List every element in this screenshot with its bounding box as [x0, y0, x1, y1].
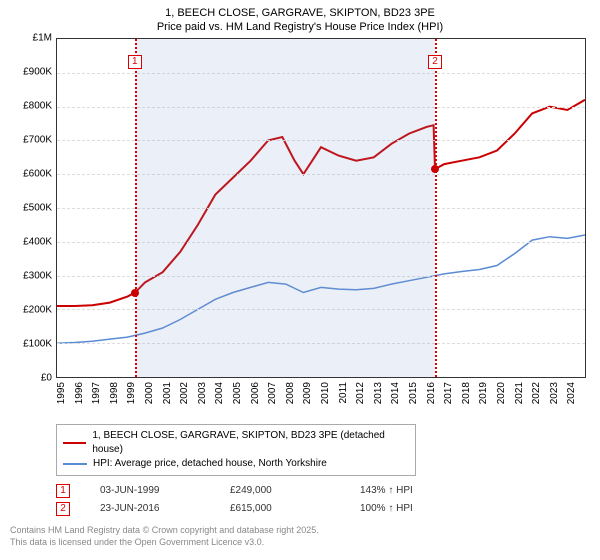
transaction-badge: 2	[56, 502, 70, 516]
x-tick-label: 2021	[514, 382, 525, 404]
x-tick-label: 2012	[355, 382, 366, 404]
x-tick-label: 2014	[390, 382, 401, 404]
transaction-pct: 143% ↑ HPI	[360, 482, 460, 500]
legend-label: 1, BEECH CLOSE, GARGRAVE, SKIPTON, BD23 …	[92, 429, 409, 457]
series-marker	[131, 289, 139, 297]
x-tick-label: 2013	[373, 382, 384, 404]
chart-title-line1: 1, BEECH CLOSE, GARGRAVE, SKIPTON, BD23 …	[10, 6, 590, 20]
legend-item: HPI: Average price, detached house, Nort…	[63, 457, 409, 471]
legend-swatch	[63, 442, 86, 444]
legend-label: HPI: Average price, detached house, Nort…	[93, 457, 327, 471]
y-tick-label: £800K	[23, 101, 52, 112]
x-tick-label: 2000	[144, 382, 155, 404]
y-tick-label: £300K	[23, 271, 52, 282]
y-tick-label: £200K	[23, 305, 52, 316]
transaction-date: 03-JUN-1999	[100, 482, 200, 500]
x-tick-label: 1999	[126, 382, 137, 404]
x-tick-label: 2003	[197, 382, 208, 404]
y-tick-label: £600K	[23, 169, 52, 180]
x-tick-label: 2007	[267, 382, 278, 404]
transaction-marker-label: 2	[428, 55, 442, 69]
x-tick-label: 2011	[338, 382, 349, 404]
chart-title-line2: Price paid vs. HM Land Registry's House …	[10, 20, 590, 34]
x-tick-label: 2020	[496, 382, 507, 404]
transaction-date: 23-JUN-2016	[100, 500, 200, 518]
x-tick-label: 1998	[109, 382, 120, 404]
chart-area: £0 £100K £200K £300K £400K £500K £600K £700K £80…	[10, 38, 590, 418]
x-tick-label: 1996	[74, 382, 85, 404]
y-tick-label: £0	[41, 373, 52, 384]
x-tick-label: 1997	[91, 382, 102, 404]
x-tick-label: 2005	[232, 382, 243, 404]
x-tick-label: 2018	[461, 382, 472, 404]
series-marker	[431, 165, 439, 173]
x-tick-label: 2024	[566, 382, 577, 404]
x-tick-label: 2006	[250, 382, 261, 404]
legend: 1, BEECH CLOSE, GARGRAVE, SKIPTON, BD23 …	[56, 424, 416, 476]
transaction-badge: 1	[56, 484, 70, 498]
transaction-marker-line	[135, 39, 137, 377]
footnote-line2: This data is licensed under the Open Gov…	[10, 536, 590, 548]
y-tick-label: £700K	[23, 135, 52, 146]
x-tick-label: 2010	[320, 382, 331, 404]
y-tick-label: £900K	[23, 67, 52, 78]
hpi-shaded-region	[135, 39, 435, 377]
transaction-marker-line	[435, 39, 437, 377]
transaction-marker-label: 1	[128, 55, 142, 69]
transaction-price: £615,000	[230, 500, 330, 518]
x-axis: 1995 1996 1997 1998 1999 2000 2001 2002 2003 2004…	[56, 378, 586, 418]
plot-area: 12	[56, 38, 586, 378]
transaction-price: £249,000	[230, 482, 330, 500]
x-tick-label: 2023	[549, 382, 560, 404]
x-tick-label: 2015	[408, 382, 419, 404]
y-axis: £0£100K£200K£300K£400K£500K£600K£700K£80…	[10, 38, 56, 378]
transaction-pct: 100% ↑ HPI	[360, 500, 460, 518]
transaction-row: 2 23-JUN-2016 £615,000 100% ↑ HPI	[56, 500, 590, 518]
footnote-line1: Contains HM Land Registry data © Crown c…	[10, 524, 590, 536]
legend-item: 1, BEECH CLOSE, GARGRAVE, SKIPTON, BD23 …	[63, 429, 409, 457]
transaction-row: 1 03-JUN-1999 £249,000 143% ↑ HPI	[56, 482, 590, 500]
x-tick-label: 2001	[162, 382, 173, 404]
y-tick-label: £1M	[33, 33, 52, 44]
legend-swatch	[63, 463, 87, 465]
footnote: Contains HM Land Registry data © Crown c…	[10, 524, 590, 548]
x-tick-label: 2022	[531, 382, 542, 404]
x-tick-label: 2019	[478, 382, 489, 404]
y-tick-label: £400K	[23, 237, 52, 248]
transaction-table: 1 03-JUN-1999 £249,000 143% ↑ HPI 2 23-JUN-20…	[56, 482, 590, 518]
x-tick-label: 2009	[302, 382, 313, 404]
x-tick-label: 2004	[214, 382, 225, 404]
x-tick-label: 2008	[285, 382, 296, 404]
y-tick-label: £500K	[23, 203, 52, 214]
chart-title-block: 1, BEECH CLOSE, GARGRAVE, SKIPTON, BD23 …	[10, 6, 590, 34]
x-tick-label: 2017	[443, 382, 454, 404]
x-tick-label: 2002	[179, 382, 190, 404]
x-tick-label: 1995	[56, 382, 67, 404]
y-tick-label: £100K	[23, 339, 52, 350]
x-tick-label: 2016	[426, 382, 437, 404]
